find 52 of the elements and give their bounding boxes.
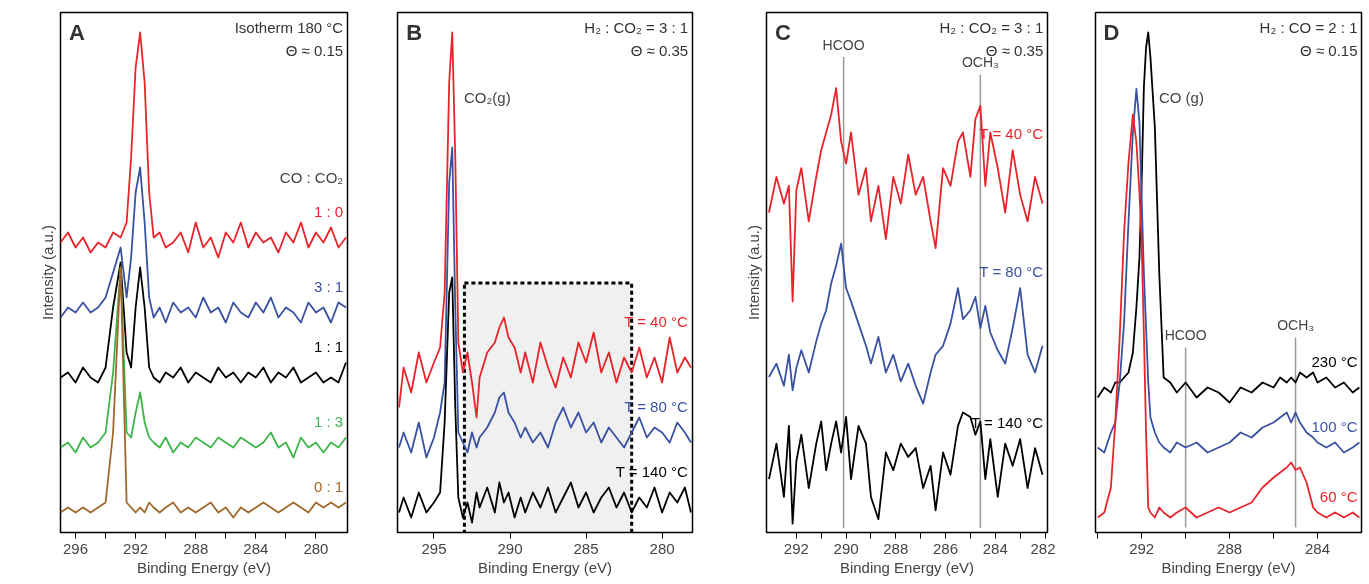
x-axis-title: Binding Energy (eV) [839, 558, 975, 576]
x-tick-label: 290 [833, 539, 859, 557]
x-tick-label: 292 [783, 539, 809, 557]
series-label: 1 : 3 [314, 412, 344, 430]
chart-title: B [406, 20, 423, 46]
annotation: Θ ≈ 0.15 [285, 42, 344, 60]
x-tick-label: 286 [933, 539, 959, 557]
x-tick-label: 296 [63, 539, 89, 557]
x-tick-label: 280 [303, 539, 329, 557]
series-label: 1 : 1 [314, 337, 344, 355]
x-tick-label: 292 [1129, 539, 1155, 557]
series-label: T = 80 °C [624, 397, 688, 415]
x-tick-label: 284 [1305, 539, 1331, 557]
ref-line-label: OCH₃ [1277, 316, 1314, 333]
x-tick-label: 284 [982, 539, 1008, 557]
y-axis-title: Intensity (a.u.) [38, 224, 56, 321]
x-tick-label: 285 [573, 539, 599, 557]
annotation: Isotherm 180 °C [234, 18, 344, 36]
series-label: T = 40 °C [624, 312, 688, 330]
annotation: Θ ≈ 0.35 [630, 42, 689, 60]
annotation: CO₂(g) [464, 89, 511, 106]
chart-title: A [69, 20, 86, 46]
x-tick-label: 292 [123, 539, 149, 557]
text: H₂ : CO₂ = 3 : 1 [939, 18, 1044, 36]
series-label: T = 80 °C [979, 263, 1044, 281]
y-axis-title: Intensity (a.u.) [744, 224, 762, 321]
chart-title: C [774, 20, 791, 46]
x-tick-label: 282 [1030, 539, 1056, 557]
ref-line-label: HCOO [1164, 326, 1207, 343]
x-tick-label: 288 [183, 539, 209, 557]
x-tick-label: 290 [497, 539, 523, 557]
annotation: H₂ : CO₂ = 3 : 1 [584, 18, 689, 36]
annotation: H₂ : CO = 2 : 1 [1259, 18, 1358, 36]
x-tick-label: 295 [421, 539, 447, 557]
series-label: 0 : 1 [314, 477, 344, 495]
series-label: 60 °C [1319, 487, 1358, 505]
series-label: 230 °C [1311, 352, 1358, 370]
chart-title: D [1103, 20, 1120, 46]
x-tick-label: 288 [883, 539, 909, 557]
annotation: CO (g) [1158, 89, 1204, 106]
series-label: 1 : 0 [314, 202, 344, 220]
series-label: 100 °C [1311, 417, 1358, 435]
x-axis-title: Binding Energy (eV) [477, 558, 613, 576]
x-tick-label: 284 [243, 539, 269, 557]
x-tick-label: 288 [1217, 539, 1243, 557]
x-tick-label: 280 [649, 539, 675, 557]
ref-line-label: HCOO [822, 36, 865, 53]
x-axis-title: Binding Energy (eV) [1161, 558, 1296, 576]
legend-title: CO : CO₂ [279, 168, 344, 186]
x-axis-title: Binding Energy (eV) [136, 558, 272, 576]
annotation: Θ ≈ 0.15 [1300, 42, 1358, 60]
series-label: 3 : 1 [314, 277, 344, 295]
